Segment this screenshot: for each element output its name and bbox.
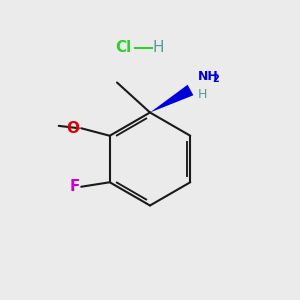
Polygon shape [150, 85, 194, 112]
Text: O: O [67, 121, 80, 136]
Text: NH: NH [198, 70, 219, 83]
Text: H: H [153, 40, 164, 56]
Text: H: H [198, 88, 207, 101]
Text: Cl: Cl [116, 40, 132, 56]
Text: 2: 2 [213, 74, 220, 84]
Text: F: F [69, 179, 80, 194]
